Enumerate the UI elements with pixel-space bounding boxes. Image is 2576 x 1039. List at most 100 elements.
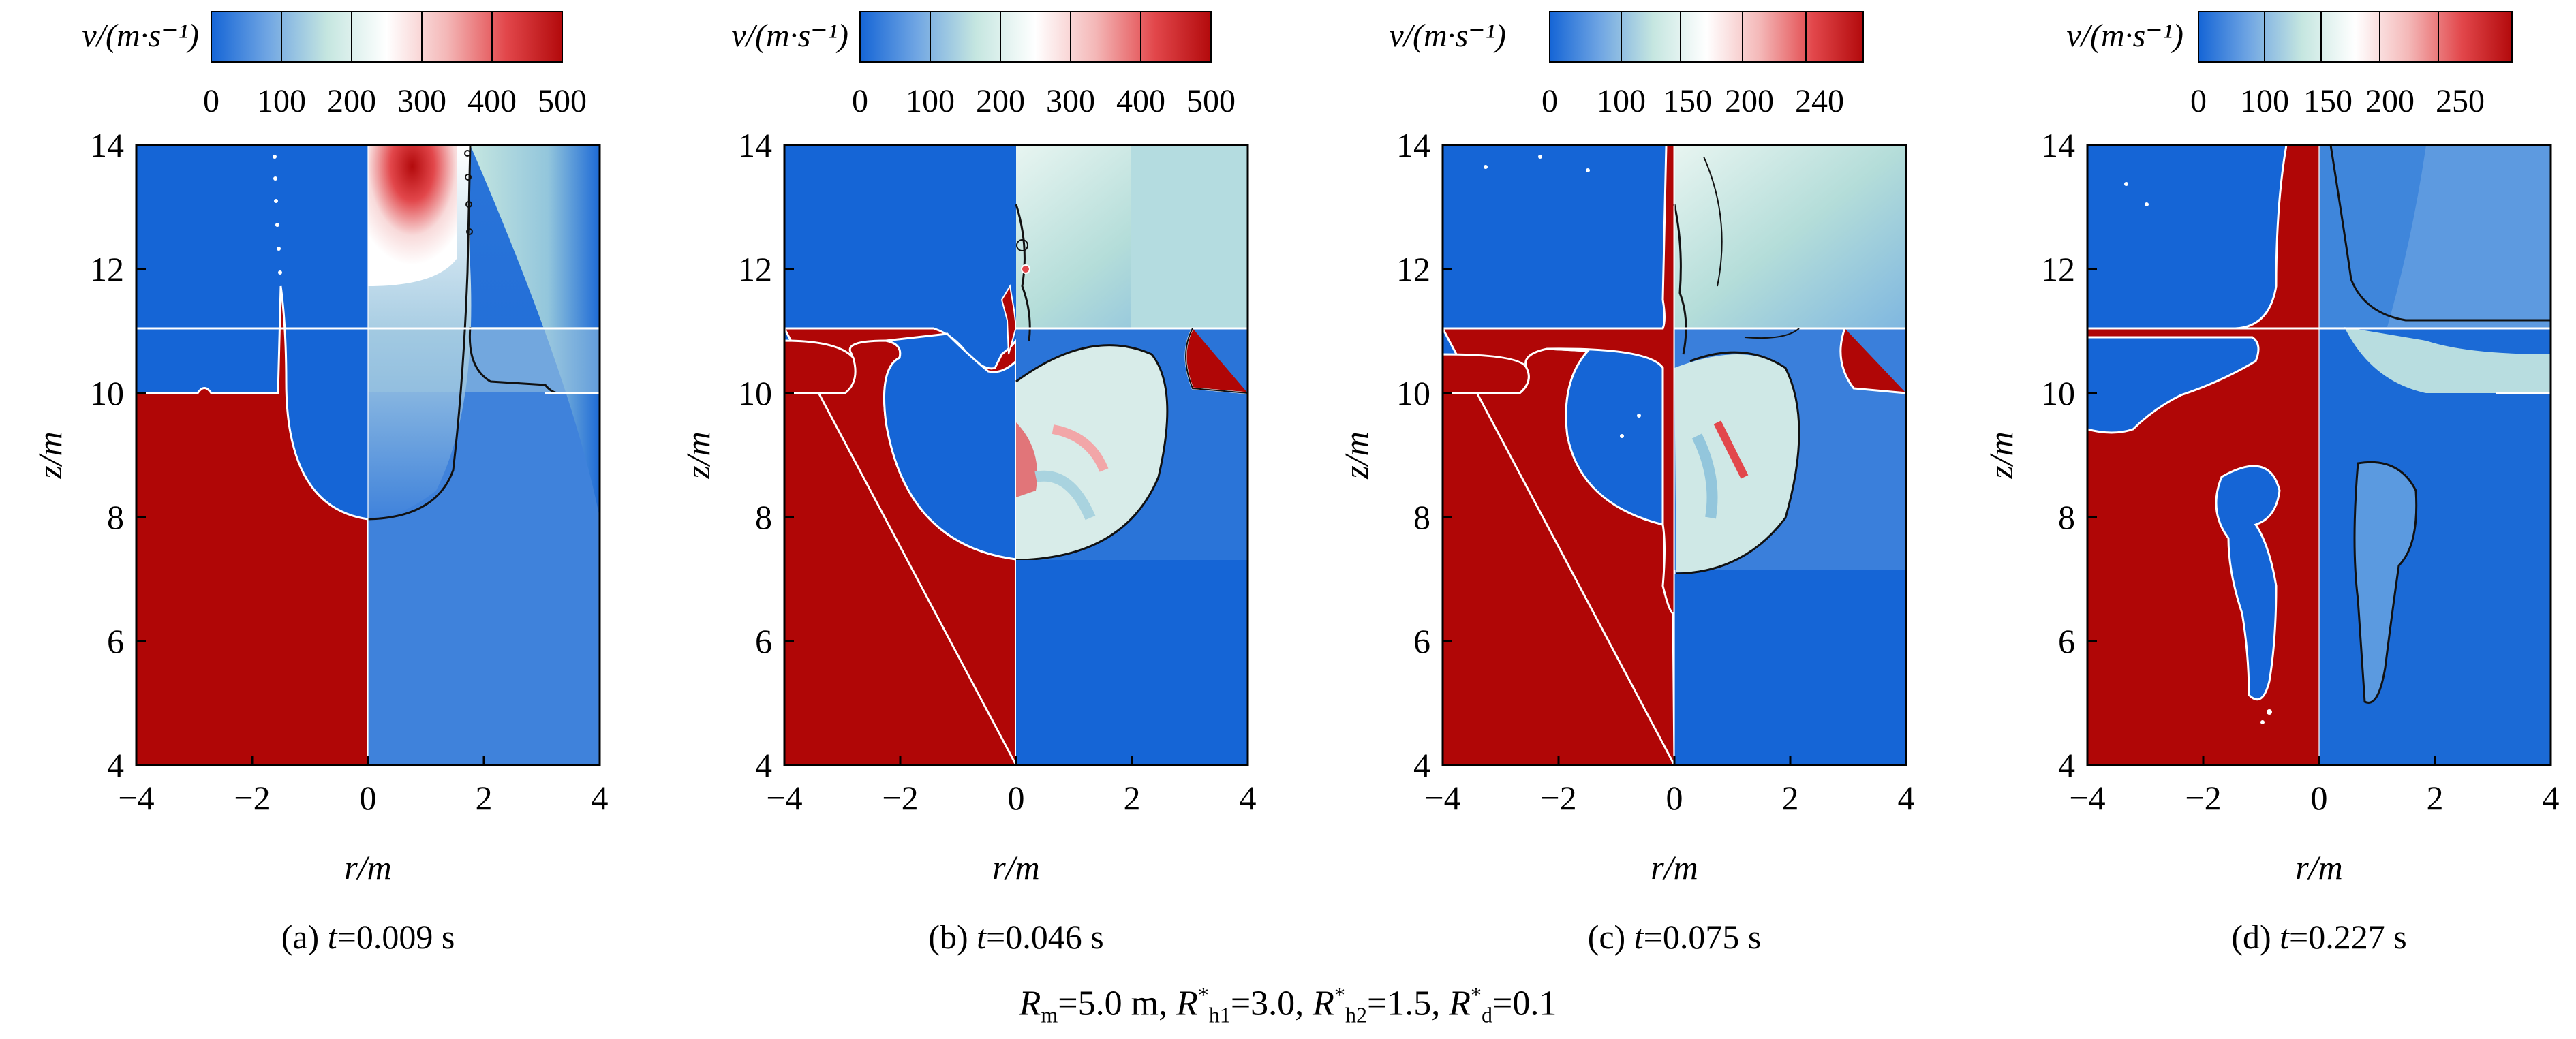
y-label-a: z/m: [31, 431, 69, 479]
caption-a-value: =0.009 s: [337, 918, 455, 956]
y-tick-d-0: 4: [2058, 746, 2075, 784]
caption-d-var: t: [2280, 918, 2290, 956]
cb-tick-a-5: 500: [538, 83, 587, 119]
x-tick-b-4: 4: [1240, 779, 1257, 817]
cb-tick-a-1: 100: [257, 83, 306, 119]
cb-tick-a-3: 300: [397, 83, 446, 119]
x-tick-a-3: 2: [476, 779, 493, 817]
param-rd-value: =0.1: [1492, 984, 1557, 1023]
y-tick-a-0: 4: [107, 746, 124, 784]
cb-tick-d-1: 100: [2240, 83, 2289, 119]
cb-tick-d-4: 250: [2436, 83, 2485, 119]
cb-tick-c-1: 100: [1597, 83, 1646, 119]
cb-tick-a-0: 0: [203, 83, 219, 119]
x-tick-c-2: 0: [1666, 779, 1683, 817]
panel-d: v/(m·s⁻¹) 0 100 150 200 250: [1982, 11, 2560, 886]
y-label-d: z/m: [1982, 431, 2020, 479]
caption-d-value: =0.227 s: [2289, 918, 2407, 956]
cb-tick-d-0: 0: [2190, 83, 2207, 119]
y-tick-a-4: 12: [90, 250, 124, 288]
x-tick-c-3: 2: [1782, 779, 1799, 817]
colorbar-c: v/(m·s⁻¹) 0 100 150 200 240: [1389, 11, 1864, 119]
cb-tick-a-2: 200: [327, 83, 376, 119]
cb-tick-a-4: 400: [467, 83, 517, 119]
x-tick-d-1: −2: [2185, 779, 2221, 817]
cb-tick-c-3: 200: [1725, 83, 1774, 119]
param-rh2-symbol: R: [1313, 984, 1334, 1023]
colorbar-bar-c: [1549, 11, 1864, 63]
y-tick-a-5: 14: [90, 126, 124, 164]
x-tick-d-0: −4: [2069, 779, 2105, 817]
x-label-a: r/m: [344, 848, 391, 886]
y-label-b: z/m: [679, 431, 717, 479]
x-tick-a-1: −2: [234, 779, 270, 817]
y-tick-d-4: 12: [2041, 250, 2075, 288]
y-tick-b-1: 6: [755, 622, 772, 660]
y-tick-c-3: 10: [1396, 374, 1430, 412]
colorbar-label-c: v/(m·s⁻¹): [1389, 18, 1506, 54]
field-b: [784, 145, 1248, 765]
caption-c: (c) t=0.075 s: [1572, 916, 1777, 957]
x-tick-c-4: 4: [1898, 779, 1915, 817]
x-tick-a-2: 0: [360, 779, 377, 817]
param-rh1-symbol: R: [1176, 984, 1198, 1023]
colorbar-a: v/(m·s⁻¹) 0 100 200 300 400 500: [82, 11, 587, 119]
x-tick-b-1: −2: [882, 779, 918, 817]
y-tick-c-0: 4: [1413, 746, 1430, 784]
y-tick-d-3: 10: [2041, 374, 2075, 412]
colorbar-d: v/(m·s⁻¹) 0 100 150 200 250: [2066, 11, 2513, 119]
caption-a-var: t: [327, 918, 337, 956]
x-tick-a-0: −4: [118, 779, 154, 817]
y-tick-b-5: 14: [738, 126, 772, 164]
colorbar-b: v/(m·s⁻¹) 0 100 200 300 400 500: [731, 11, 1236, 119]
colorbar-label-a: v/(m·s⁻¹): [82, 18, 199, 54]
cb-tick-b-5: 500: [1186, 83, 1236, 119]
param-rm-symbol: R: [1019, 984, 1041, 1023]
x-tick-a-4: 4: [592, 779, 609, 817]
x-tick-b-3: 2: [1124, 779, 1141, 817]
caption-d: (d) t=0.227 s: [2217, 916, 2421, 957]
x-tick-b-2: 0: [1008, 779, 1025, 817]
param-rh1-value: =3.0,: [1230, 984, 1313, 1023]
y-tick-d-1: 6: [2058, 622, 2075, 660]
caption-c-var: t: [1634, 918, 1644, 956]
param-rh2-sub: h2: [1345, 1002, 1367, 1027]
y-tick-c-4: 12: [1396, 250, 1430, 288]
cb-tick-c-4: 240: [1795, 83, 1844, 119]
caption-a-prefix: (a): [281, 918, 328, 956]
y-label-c: z/m: [1337, 431, 1375, 479]
x-tick-b-0: −4: [766, 779, 802, 817]
x-label-b: r/m: [992, 848, 1039, 886]
y-tick-b-3: 10: [738, 374, 772, 412]
y-tick-c-2: 8: [1413, 498, 1430, 536]
field-c: [1443, 145, 1906, 765]
caption-c-value: =0.075 s: [1643, 918, 1762, 956]
y-tick-b-0: 4: [755, 746, 772, 784]
cb-tick-d-2: 150: [2303, 83, 2352, 119]
param-rh1-sup: *: [1197, 982, 1209, 1007]
cb-tick-d-3: 200: [2365, 83, 2414, 119]
x-tick-d-4: 4: [2543, 779, 2560, 817]
y-tick-a-1: 6: [107, 622, 124, 660]
cb-tick-b-0: 0: [852, 83, 868, 119]
cb-tick-c-0: 0: [1542, 83, 1558, 119]
field-d: [2087, 145, 2551, 765]
x-tick-d-2: 0: [2311, 779, 2328, 817]
param-rm-value: =5.0 m,: [1058, 984, 1177, 1023]
y-tick-b-4: 12: [738, 250, 772, 288]
y-tick-c-1: 6: [1413, 622, 1430, 660]
cb-tick-b-4: 400: [1116, 83, 1165, 119]
param-rd-sub: d: [1482, 1002, 1493, 1027]
x-tick-c-1: −2: [1540, 779, 1576, 817]
colorbar-bar-b: [859, 11, 1212, 63]
y-tick-b-2: 8: [755, 498, 772, 536]
caption-b-prefix: (b): [928, 918, 977, 956]
y-tick-d-5: 14: [2041, 126, 2075, 164]
caption-d-prefix: (d): [2231, 918, 2280, 956]
caption-c-prefix: (c): [1587, 918, 1634, 956]
colorbar-label-d: v/(m·s⁻¹): [2066, 18, 2183, 54]
y-tick-a-3: 10: [90, 374, 124, 412]
y-tick-a-2: 8: [107, 498, 124, 536]
colorbar-bar-a: [211, 11, 563, 63]
